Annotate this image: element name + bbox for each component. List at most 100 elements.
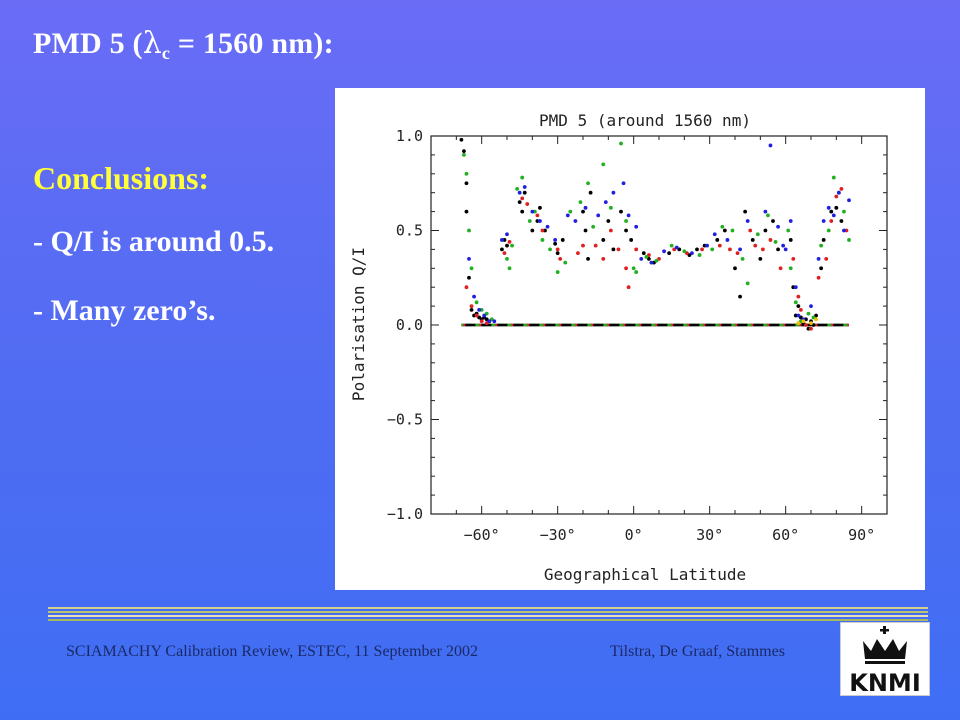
data-point (842, 209, 846, 214)
data-point (831, 175, 836, 180)
data-point (826, 205, 831, 210)
data-point (538, 219, 542, 223)
data-point (763, 209, 768, 214)
data-point (740, 256, 745, 261)
data-point (586, 256, 590, 261)
x-tick-label: 30° (696, 526, 723, 544)
data-point (540, 238, 545, 242)
data-point (834, 205, 839, 210)
data-point (553, 238, 558, 242)
data-point (474, 300, 479, 305)
data-point (745, 219, 750, 223)
data-point (560, 238, 565, 242)
data-point (462, 149, 466, 154)
crown-icon: KNMI (849, 626, 921, 697)
data-point (816, 275, 821, 280)
data-point (758, 256, 763, 261)
data-point (796, 294, 801, 299)
data-point (722, 228, 727, 233)
data-point (842, 228, 846, 233)
data-point (626, 285, 631, 290)
x-axis-label: Geographical Latitude (544, 565, 746, 584)
data-point (583, 205, 588, 210)
data-point (796, 313, 801, 318)
x-tick-label: 60° (772, 526, 799, 544)
data-point (492, 319, 497, 324)
data-point (555, 270, 560, 274)
data-point (469, 307, 474, 312)
data-point (520, 196, 525, 201)
data-point (755, 232, 760, 237)
data-point (573, 219, 578, 223)
data-point (847, 198, 851, 203)
data-point (809, 321, 813, 326)
data-point (760, 247, 765, 252)
data-point (634, 270, 639, 274)
data-point (538, 205, 542, 210)
data-point (545, 224, 550, 229)
data-point (548, 247, 552, 252)
data-point (621, 181, 626, 186)
data-point (606, 219, 611, 223)
data-point (517, 190, 522, 195)
data-point (553, 241, 558, 246)
data-point (558, 256, 563, 261)
data-point (459, 137, 464, 142)
data-point (819, 243, 824, 248)
data-point (502, 251, 507, 256)
data-point (626, 213, 631, 218)
footer-rule-line (48, 615, 928, 617)
data-point (603, 200, 608, 205)
data-point (804, 323, 808, 327)
data-point (654, 258, 659, 263)
data-point (469, 266, 474, 271)
data-point (697, 253, 702, 257)
data-point (809, 326, 813, 331)
data-point (479, 319, 484, 324)
data-point (821, 219, 826, 223)
data-point (593, 243, 598, 248)
data-point (563, 260, 568, 265)
data-point (816, 256, 821, 261)
data-point (839, 187, 844, 191)
data-point (690, 251, 694, 256)
data-point (791, 256, 796, 261)
title-subscript: c (161, 43, 171, 63)
data-point (634, 247, 639, 252)
data-point (728, 247, 732, 252)
data-point (581, 209, 585, 214)
data-point (834, 194, 839, 199)
data-point (730, 228, 735, 233)
x-tick-label: 90° (848, 526, 875, 544)
data-point (710, 247, 715, 252)
data-point (793, 285, 798, 290)
data-point (477, 307, 482, 312)
data-point (796, 321, 801, 326)
data-point (819, 266, 824, 271)
data-point (634, 224, 639, 229)
data-point (608, 205, 613, 210)
data-point (588, 190, 593, 195)
scatter-chart: PMD 5 (around 1560 nm) Geographical Lati… (349, 111, 888, 584)
data-point (500, 247, 504, 252)
y-axis-label: Polarisation Q/I (349, 247, 368, 401)
footer-rule-line (48, 607, 928, 609)
data-point (720, 224, 725, 229)
data-point (525, 202, 530, 206)
data-point (608, 228, 613, 233)
data-point (674, 245, 679, 250)
data-point (482, 313, 487, 318)
data-point (715, 238, 720, 242)
bullet-many-zeros: - Many zero’s. (33, 294, 216, 327)
data-point (462, 153, 466, 157)
title-suffix: = 1560 nm): (170, 27, 334, 60)
y-tick-label: −0.5 (387, 411, 423, 429)
data-point (717, 243, 722, 248)
data-point (705, 243, 710, 248)
data-point (507, 266, 512, 271)
data-point (611, 247, 616, 252)
data-point (467, 228, 471, 233)
data-point (555, 251, 560, 256)
data-point (507, 239, 512, 244)
y-tick-label: 0.5 (396, 222, 423, 240)
